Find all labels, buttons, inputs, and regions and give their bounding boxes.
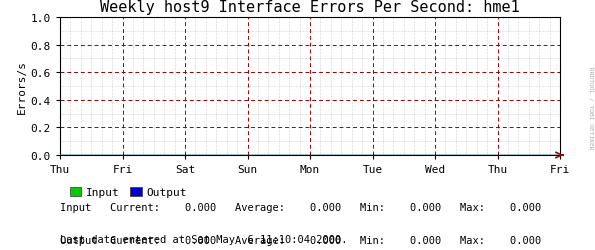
Y-axis label: Errors/s: Errors/s: [17, 60, 27, 114]
Title: Weekly host9 Interface Errors Per Second: hme1: Weekly host9 Interface Errors Per Second…: [100, 0, 520, 16]
Legend: Input, Output: Input, Output: [65, 183, 191, 202]
Text: Last data entered at Sat May  6 11:10:04 2000.: Last data entered at Sat May 6 11:10:04 …: [60, 234, 347, 244]
Text: Output  Current:    0.000   Average:    0.000   Min:    0.000   Max:    0.000: Output Current: 0.000 Average: 0.000 Min…: [60, 235, 541, 245]
Text: Input   Current:    0.000   Average:    0.000   Min:    0.000   Max:    0.000: Input Current: 0.000 Average: 0.000 Min:…: [60, 202, 541, 212]
Text: RRDTOOL / TOBI OETIKER: RRDTOOL / TOBI OETIKER: [588, 66, 593, 148]
